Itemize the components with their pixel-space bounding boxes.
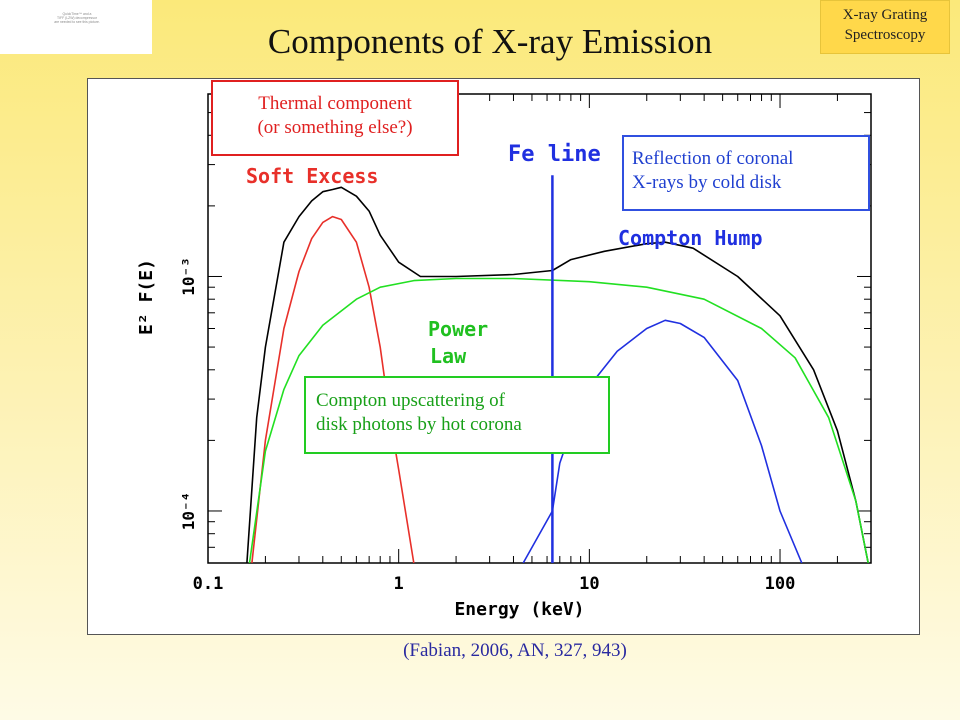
in-plot-label: Compton Hump bbox=[618, 226, 763, 250]
embedded-picture-placeholder: QuickTime™ and a TIFF (LZW) decompressor… bbox=[0, 0, 152, 54]
x-axis-label: Energy (keV) bbox=[454, 599, 584, 620]
section-badge: X-ray Grating Spectroscopy bbox=[820, 0, 950, 54]
logo-line: QuickTime™ and a bbox=[62, 12, 92, 16]
in-plot-label: Law bbox=[430, 344, 467, 368]
logo-caption: QuickTime™ and a TIFF (LZW) decompressor… bbox=[46, 12, 108, 25]
in-plot-label: Fe line bbox=[508, 142, 601, 167]
annotation-line: Reflection of coronal bbox=[632, 148, 794, 169]
logo-line: TIFF (LZW) decompressor bbox=[57, 16, 97, 21]
x-tick-label: 100 bbox=[765, 574, 796, 594]
y-tick-label: 10⁻⁴ bbox=[179, 492, 198, 531]
annotation-line: Thermal component bbox=[258, 93, 412, 114]
page-title: Components of X-ray Emission bbox=[267, 22, 713, 61]
citation: (Fabian, 2006, AN, 327, 943) bbox=[403, 640, 627, 661]
annotation-line: Compton upscattering of bbox=[316, 390, 505, 411]
spectrum-chart: 0.1 1 10 100 10⁻⁴ 10⁻³ Energy (keV) E² F(E) Soft… bbox=[136, 93, 872, 620]
in-plot-label: Power bbox=[428, 317, 488, 341]
x-tick-label: 1 bbox=[394, 574, 404, 594]
annotation-line: X-rays by cold disk bbox=[632, 172, 782, 193]
series-reflection bbox=[522, 319, 803, 563]
badge-line: X-ray Grating bbox=[842, 7, 928, 23]
compton-annotation: Compton upscattering of disk photons by … bbox=[304, 376, 610, 454]
thermal-annotation: Thermal component (or something else?) bbox=[211, 80, 459, 156]
y-axis-label: E² F(E) bbox=[136, 259, 157, 335]
series-total bbox=[246, 186, 869, 563]
in-plot-label: Soft Excess bbox=[246, 164, 378, 188]
logo-line: are needed to see this picture. bbox=[54, 20, 100, 25]
x-tick-label: 10 bbox=[579, 574, 599, 594]
y-tick-label: 10⁻³ bbox=[179, 257, 198, 296]
series-power-law bbox=[248, 277, 869, 563]
badge-line: Spectroscopy bbox=[844, 27, 926, 43]
annotation-line: (or something else?) bbox=[257, 117, 413, 138]
annotation-line: disk photons by hot corona bbox=[316, 414, 522, 435]
x-tick-label: 0.1 bbox=[193, 574, 224, 594]
reflection-annotation: Reflection of coronal X-rays by cold dis… bbox=[622, 135, 870, 211]
